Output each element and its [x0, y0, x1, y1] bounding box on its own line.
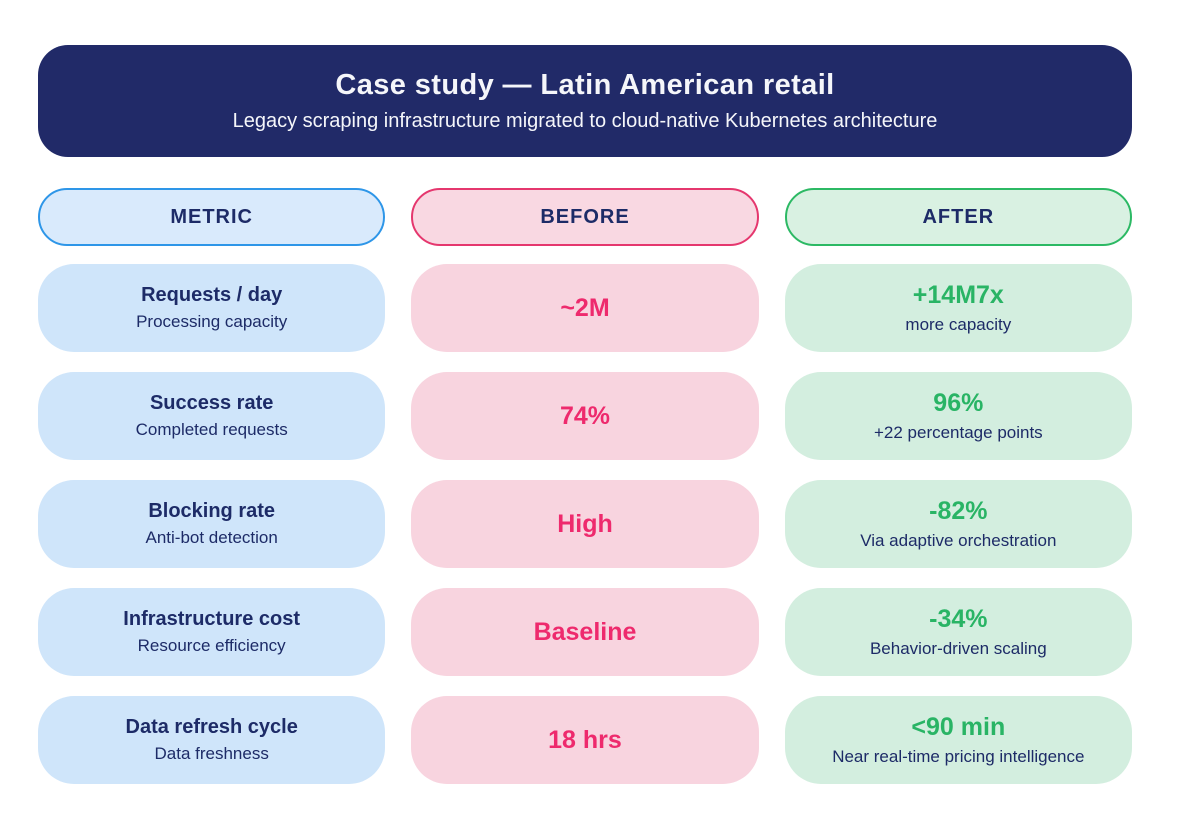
table-row-success-rate: Success rate Completed requests 74% 96% …: [38, 372, 1132, 460]
banner: Case study — Latin American retail Legac…: [38, 45, 1132, 157]
metric-cell: Blocking rate Anti-bot detection: [38, 480, 386, 568]
metric-name: Blocking rate: [148, 500, 276, 522]
after-value: <90 min: [911, 713, 1006, 741]
after-description: Near real-time pricing intelligence: [832, 747, 1085, 766]
after-description: more capacity: [905, 315, 1012, 334]
after-cell: <90 min Near real-time pricing intellige…: [784, 696, 1132, 784]
metric-cell: Requests / day Processing capacity: [38, 264, 386, 352]
metric-name: Infrastructure cost: [123, 608, 301, 630]
table-row-data-refresh-cycle: Data refresh cycle Data freshness 18 hrs…: [38, 696, 1132, 784]
metric-name: Success rate: [149, 392, 274, 414]
column-header-before: BEFORE: [411, 188, 759, 246]
before-value: High: [557, 509, 613, 538]
metric-cell: Data refresh cycle Data freshness: [38, 696, 386, 784]
column-header-after: AFTER: [784, 188, 1132, 246]
metric-name: Data refresh cycle: [125, 716, 298, 738]
after-value: -34%: [929, 605, 988, 633]
before-value: 18 hrs: [548, 725, 622, 754]
page-title: Case study — Latin American retail: [335, 69, 835, 101]
metric-description: Resource efficiency: [137, 636, 286, 655]
metric-description: Completed requests: [135, 420, 288, 439]
after-cell: -34% Behavior-driven scaling: [784, 588, 1132, 676]
column-header-before-label: BEFORE: [540, 205, 630, 228]
before-cell: ~2M: [411, 264, 759, 352]
after-cell: 96% +22 percentage points: [784, 372, 1132, 460]
metric-cell: Success rate Completed requests: [38, 372, 386, 460]
after-cell: +14M7x more capacity: [784, 264, 1132, 352]
table-row-infrastructure-cost: Infrastructure cost Resource efficiency …: [38, 588, 1132, 676]
after-value: -82%: [929, 497, 988, 525]
before-value: Baseline: [533, 617, 637, 646]
after-cell: -82% Via adaptive orchestration: [784, 480, 1132, 568]
before-cell: Baseline: [411, 588, 759, 676]
before-value: 74%: [559, 401, 611, 430]
table-header-row: METRIC BEFORE AFTER: [38, 188, 1132, 246]
metric-description: Anti-bot detection: [145, 528, 278, 547]
metric-description: Processing capacity: [136, 312, 288, 331]
metric-cell: Infrastructure cost Resource efficiency: [38, 588, 386, 676]
before-cell: 74%: [411, 372, 759, 460]
after-description: Via adaptive orchestration: [860, 531, 1057, 550]
column-header-metric-label: METRIC: [170, 205, 253, 228]
after-value: +14M7x: [912, 281, 1004, 309]
metric-name: Requests / day: [141, 284, 283, 306]
metric-description: Data freshness: [154, 744, 269, 763]
table-row-requests-per-day: Requests / day Processing capacity ~2M +…: [38, 264, 1132, 352]
table-row-blocking-rate: Blocking rate Anti-bot detection High -8…: [38, 480, 1132, 568]
after-description: Behavior-driven scaling: [869, 639, 1047, 658]
after-description: +22 percentage points: [873, 423, 1043, 442]
before-cell: 18 hrs: [411, 696, 759, 784]
before-cell: High: [411, 480, 759, 568]
column-header-after-label: AFTER: [922, 205, 995, 228]
before-value: ~2M: [560, 293, 610, 322]
column-header-metric: METRIC: [38, 188, 386, 246]
after-value: 96%: [933, 389, 984, 417]
page-subtitle: Legacy scraping infrastructure migrated …: [232, 110, 938, 132]
